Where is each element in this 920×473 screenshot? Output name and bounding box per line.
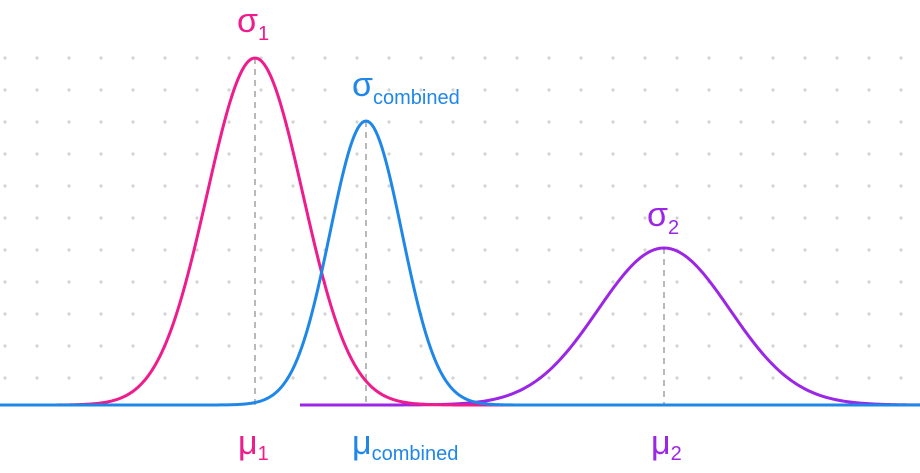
mu-2-label: μ2 — [651, 424, 682, 465]
curve-2 — [300, 246, 920, 407]
dot-grid-background — [3, 56, 903, 380]
sigma-1-label: σ1 — [237, 2, 269, 45]
mu-1-label: μ1 — [238, 424, 269, 465]
curve-1 — [0, 56, 920, 407]
mu-combined-label: μcombined — [352, 424, 458, 465]
curve-combined — [0, 119, 920, 407]
sigma-combined-label: σcombined — [352, 66, 460, 109]
sigma-2-label: σ2 — [647, 196, 679, 239]
